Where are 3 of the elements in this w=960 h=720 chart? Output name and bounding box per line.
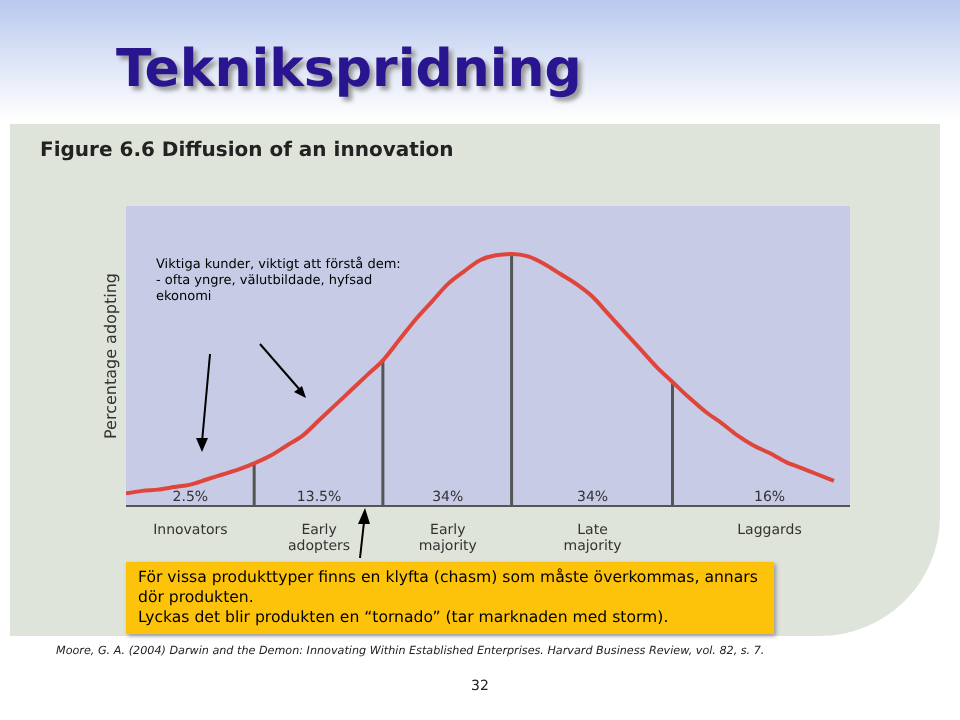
chart-title: Teknikspridning xyxy=(116,40,582,100)
chart-subtitle: Figure 6.6 Diffusion of an innovation xyxy=(40,140,454,162)
y-axis-title: Percentage adopting xyxy=(101,272,120,440)
